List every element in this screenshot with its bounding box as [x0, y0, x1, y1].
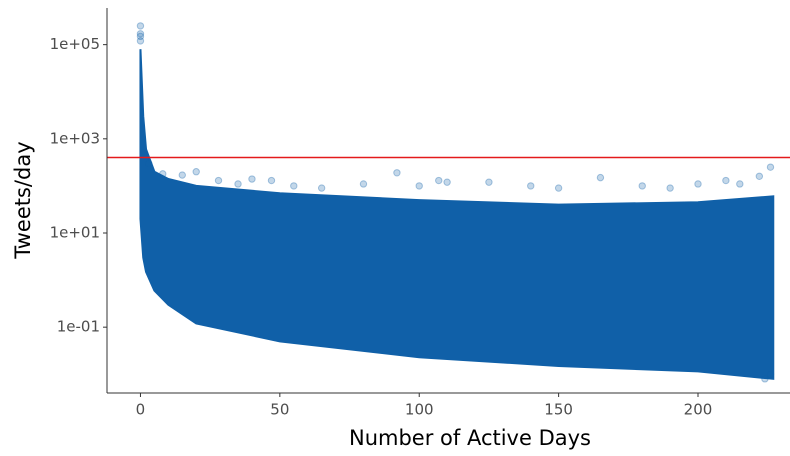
point: [267, 176, 276, 185]
point: [359, 180, 368, 188]
point: [290, 182, 298, 190]
point: [145, 159, 153, 168]
point: [415, 182, 423, 190]
point: [485, 178, 493, 186]
point: [192, 168, 200, 176]
point: [596, 173, 605, 182]
x-tick-label: 0: [136, 401, 146, 419]
y-tick-label: 1e-01: [57, 318, 100, 336]
x-tick-label: 200: [684, 401, 713, 419]
point: [178, 171, 186, 179]
y-axis-label: Tweets/day: [11, 141, 35, 259]
point: [761, 375, 769, 383]
point: [248, 175, 256, 183]
x-tick-label: 150: [544, 401, 573, 419]
point: [435, 176, 443, 185]
point: [755, 172, 764, 180]
point: [766, 163, 775, 171]
point: [214, 176, 223, 185]
point: [722, 176, 730, 185]
point: [159, 170, 167, 178]
point: [666, 184, 674, 192]
dense-area: [139, 49, 775, 380]
point: [694, 180, 702, 188]
point: [736, 180, 744, 188]
x-tick-label: 50: [270, 401, 289, 419]
point: [234, 180, 242, 188]
y-tick-label: 1e+03: [50, 129, 100, 147]
point: [443, 178, 451, 186]
point: [136, 37, 145, 45]
point: [136, 32, 145, 41]
point: [554, 184, 563, 192]
y-tick-label: 1e+01: [50, 223, 100, 241]
point: [527, 182, 535, 190]
point: [766, 370, 775, 378]
point: [638, 182, 646, 190]
x-tick-label: 100: [405, 401, 434, 419]
point: [317, 184, 326, 192]
point: [136, 22, 145, 30]
x-axis-label: Number of Active Days: [349, 426, 591, 450]
point: [136, 30, 145, 38]
y-tick-label: 1e+05: [50, 35, 100, 53]
point: [393, 169, 401, 177]
